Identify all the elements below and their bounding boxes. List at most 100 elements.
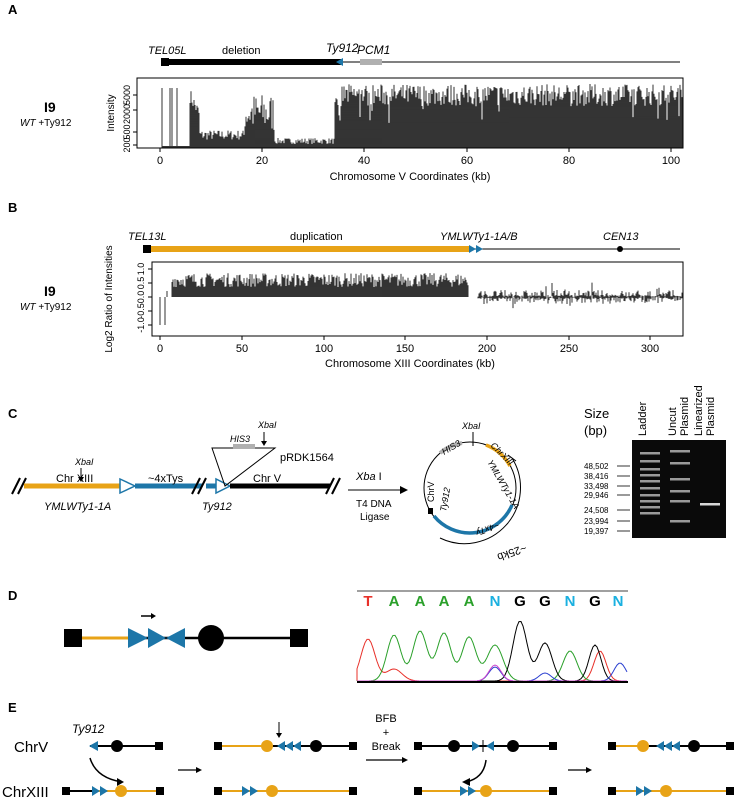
ligase-label-2: Ligase	[360, 512, 390, 523]
plot-b-xtick: 300	[641, 343, 659, 355]
plot-a-ylabel: Intensity	[106, 94, 117, 131]
ty912-e-label: Ty912	[72, 722, 105, 736]
plot-b-ytick: -0.5	[136, 303, 146, 319]
gel-band	[640, 474, 660, 477]
gel-band	[670, 500, 690, 503]
ty912-label: Ty912	[326, 41, 359, 55]
panel-e-stage-2	[214, 722, 357, 797]
sample-label-b: I9	[44, 283, 56, 299]
base-call: N	[490, 593, 501, 610]
telomere-marker	[143, 245, 151, 253]
plot-b-xtick: 100	[315, 343, 333, 355]
gel-lane-ladder: Ladder	[637, 401, 649, 436]
gel-lane-plasmid: Plasmid	[679, 397, 691, 436]
panel-e-bfb-arrow: BFB + Break	[366, 713, 408, 763]
panel-e-stage-3	[414, 740, 557, 797]
gel-band	[640, 506, 660, 509]
gel-band	[640, 500, 660, 503]
gel-lane-uncut: Uncut	[667, 407, 679, 436]
circle-tys-label: ~4xTy	[474, 520, 501, 538]
ty912-arrow	[336, 58, 343, 66]
plasmid-label: pRDK1564	[280, 452, 334, 464]
intensity-signal	[161, 84, 683, 148]
gel-size-label: Size	[584, 406, 609, 421]
his3-gene	[233, 444, 255, 449]
base-call: G	[514, 593, 526, 610]
gel-ladder-label: 29,946	[584, 491, 609, 500]
panel-c-circular-plasmid: XbaI HIS3 ChrXIII YMLWTy1-1A ChrV Ty912 …	[423, 421, 528, 563]
panel-b-map: TEL13L duplication YMLWTy1-1A/B CEN13	[128, 231, 680, 253]
plot-b-yaxis: Log2 Ratio of Intensities 1.0 0.5 0.0 -0…	[104, 245, 152, 353]
gel-ladder-label: 24,508	[584, 506, 609, 515]
base-call: A	[389, 593, 400, 610]
ty-arrow-open	[215, 477, 232, 495]
plot-b-ytick: 0.5	[136, 277, 146, 290]
panel-e-letter: E	[8, 700, 17, 715]
ymlw-label: YMLWTy1-1A	[44, 501, 111, 513]
plot-a-xtick: 100	[662, 155, 680, 167]
plot-a-xlabel: Chromosome V Coordinates (kb)	[330, 171, 491, 183]
gel-band	[670, 462, 690, 465]
gel-band	[670, 520, 690, 523]
plot-b-xtick: 200	[478, 343, 496, 355]
panel-e-stage-1	[62, 740, 164, 797]
gel-ladder-label: 38,416	[584, 472, 609, 481]
tel05l-label: TEL05L	[148, 45, 187, 57]
chrxiii-label: ChrXIII	[2, 784, 49, 800]
gel-band	[640, 452, 660, 455]
pcm1-gene	[360, 59, 382, 65]
gel-ladder-label: 19,397	[584, 527, 609, 536]
base-call: N	[565, 593, 576, 610]
panel-a-map: TEL05L deletion Ty912 PCM1	[148, 41, 680, 66]
panel-c-gel: Size (bp) Ladder Uncut Plasmid Linearize…	[584, 385, 726, 538]
plot-b-xlabel: Chromosome XIII Coordinates (kb)	[325, 358, 495, 370]
plot-b-ytick: -1.0	[136, 317, 146, 333]
gel-band	[700, 503, 720, 506]
gel-band	[640, 460, 660, 463]
panel-c-letter: C	[8, 406, 18, 421]
chromatogram-trace	[356, 638, 628, 682]
ty-arrow	[469, 245, 476, 253]
ty912-label: Ty912	[202, 501, 232, 513]
panel-c-reaction-arrow: Xba I T4 DNA Ligase	[348, 471, 408, 523]
plot-a-xtick: 40	[358, 155, 370, 167]
panel-a-letter: A	[8, 2, 18, 17]
panel-b-letter: B	[8, 200, 17, 215]
tys-label: ~4xTys	[148, 473, 184, 485]
plot-a-xtick: 80	[563, 155, 575, 167]
plot-b-xaxis: 0 50 100 150 200 250 300 Chromosome XIII…	[157, 336, 659, 370]
plot-b-signal	[159, 273, 683, 325]
sample-label-a: I9	[44, 99, 56, 115]
gel-band	[670, 478, 690, 481]
base-call: T	[363, 593, 372, 610]
ymlwty-label: YMLWTy1-1A/B	[440, 231, 518, 243]
base-call: A	[439, 593, 450, 610]
plot-b-xtick: 250	[560, 343, 578, 355]
telomere-marker	[161, 58, 169, 66]
circle-chrv-label: ChrV	[426, 481, 436, 502]
strain-label-a: WT +Ty912	[20, 118, 72, 129]
plot-a-xtick: 60	[461, 155, 473, 167]
plot-a-yaxis: Intensity 5000 2000 500 200	[106, 85, 137, 153]
duplication-label: duplication	[290, 231, 343, 243]
base-call: A	[415, 593, 426, 610]
gel-band	[640, 468, 660, 471]
svg-text:Break: Break	[372, 741, 401, 753]
plot-a-ytick: 500	[122, 124, 132, 139]
base-call: G	[589, 593, 601, 610]
chr13-label: Chr XIII	[56, 473, 93, 485]
deletion-bar	[169, 59, 341, 65]
base-call: N	[613, 593, 624, 610]
gel-ladder-label: 48,502	[584, 462, 609, 471]
plot-a-ytick: 2000	[122, 104, 132, 124]
ty-arrow-open	[119, 477, 137, 495]
gel-band	[670, 450, 690, 453]
base-call: G	[539, 593, 551, 610]
gel-band	[670, 490, 690, 493]
plot-b-ytick: 1.0	[136, 263, 146, 276]
his3-arc	[438, 441, 463, 455]
primer-arrow	[151, 613, 156, 619]
panel-e-stage-4	[608, 740, 734, 797]
his3-label: HIS3	[230, 434, 250, 444]
